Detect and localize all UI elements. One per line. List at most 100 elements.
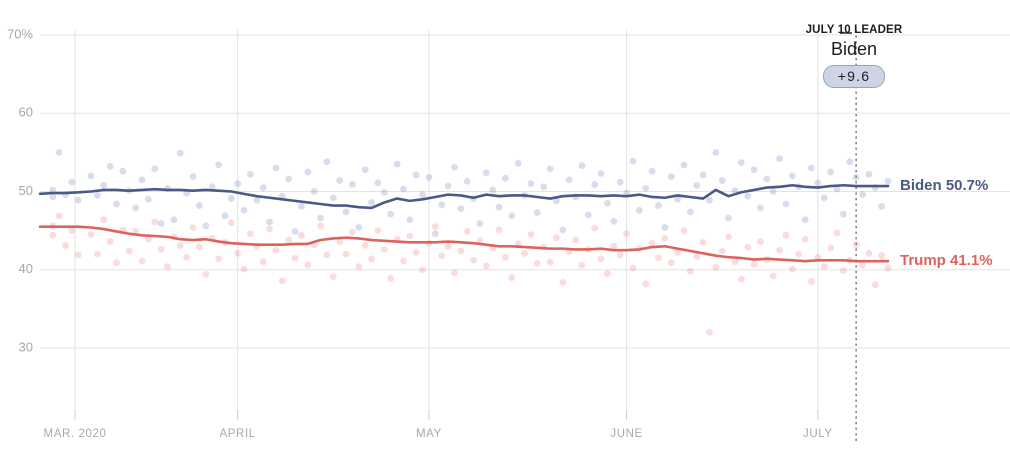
poll-dot [412,249,420,256]
poll-dot [648,167,656,175]
poll-dot [725,214,732,222]
poll-dot [361,166,369,173]
poll-dot [661,224,669,231]
poll-dot [878,202,886,210]
poll-dot [591,224,599,232]
poll-dot [266,225,273,233]
poll-dot [559,278,567,286]
poll-dot [788,172,796,180]
poll-dot [368,199,375,206]
poll-dot [546,165,554,173]
poll-dot [342,208,350,216]
poll-dot [400,185,407,193]
poll-dot [591,181,599,188]
poll-dot [189,173,197,181]
poll-dot [444,242,452,250]
poll-dot [93,250,101,258]
poll-dot [597,255,605,263]
poll-dot [782,200,790,208]
poll-dot [731,258,739,266]
poll-dot [234,180,242,188]
poll-dot [750,260,758,268]
poll-dot [49,186,57,194]
poll-dot [387,210,395,218]
poll-dot [769,188,777,195]
poll-dot [725,233,732,241]
poll-dot [750,166,758,173]
poll-dot [865,249,873,257]
poll-dot [859,191,866,199]
poll-dot [227,195,235,202]
poll-dot [125,247,133,255]
poll-dot [629,264,637,272]
poll-dot [565,176,573,184]
poll-dot [533,209,541,217]
poll-dot [578,162,586,170]
poll-dot [801,235,809,243]
poll-dot [610,217,618,225]
poll-dot [463,228,471,235]
poll-dot [151,165,159,173]
poll-dot [361,242,369,249]
poll-dot [100,216,108,224]
poll-dot [482,262,490,270]
poll-dot [151,218,159,226]
poll-dot [597,170,605,177]
poll-dot [349,228,356,236]
poll-dot [253,196,261,204]
poll-dot [884,264,892,272]
poll-dot [49,193,57,201]
poll-dot [808,164,815,172]
poll-dot [572,236,579,244]
poll-dot [240,265,248,273]
poll-dot [323,158,331,166]
poll-dot [176,149,184,157]
poll-dot [374,227,382,235]
poll-dot [495,203,503,211]
poll-dot [693,253,701,260]
poll-dot [329,273,337,281]
poll-dot [349,181,356,188]
poll-dot [62,242,69,249]
poll-dot [737,159,745,166]
poll-dot [285,175,293,183]
poll-dot [431,230,439,238]
poll-dot [451,269,458,277]
poll-dot [610,242,618,250]
poll-dot [827,244,835,252]
poll-dot [138,257,146,265]
poll-dot [144,235,152,243]
poll-dot [93,192,101,199]
poll-dot [368,255,375,263]
poll-dot [680,161,688,169]
poll-dot [604,199,611,207]
poll-dot [457,205,465,213]
poll-dot [655,202,662,209]
poll-dot [310,188,318,195]
biden-poll-dots [49,148,892,238]
poll-dot [49,231,57,239]
poll-dot [87,231,95,238]
poll-dot [304,261,312,269]
poll-dot [616,178,624,186]
poll-dot [183,253,191,261]
y-axis-tick-label: 40 [19,261,33,276]
poll-dot [616,251,624,259]
poll-dot [508,274,516,281]
poll-dot [470,256,477,264]
poll-dot [635,206,643,214]
y-axis-tick-label: 70% [7,26,33,41]
poll-dot [801,216,809,224]
poll-dot [827,168,835,176]
poll-dot [527,231,535,238]
poll-dot [393,160,401,168]
biden-trend-line [38,183,890,210]
poll-dot [272,164,280,172]
y-axis-tick-label: 50 [19,183,33,198]
poll-dot [208,183,216,191]
poll-dot [113,200,120,208]
poll-dot [833,185,841,193]
poll-dot [674,249,681,256]
poll-dot [661,235,669,242]
poll-dot [808,278,815,285]
